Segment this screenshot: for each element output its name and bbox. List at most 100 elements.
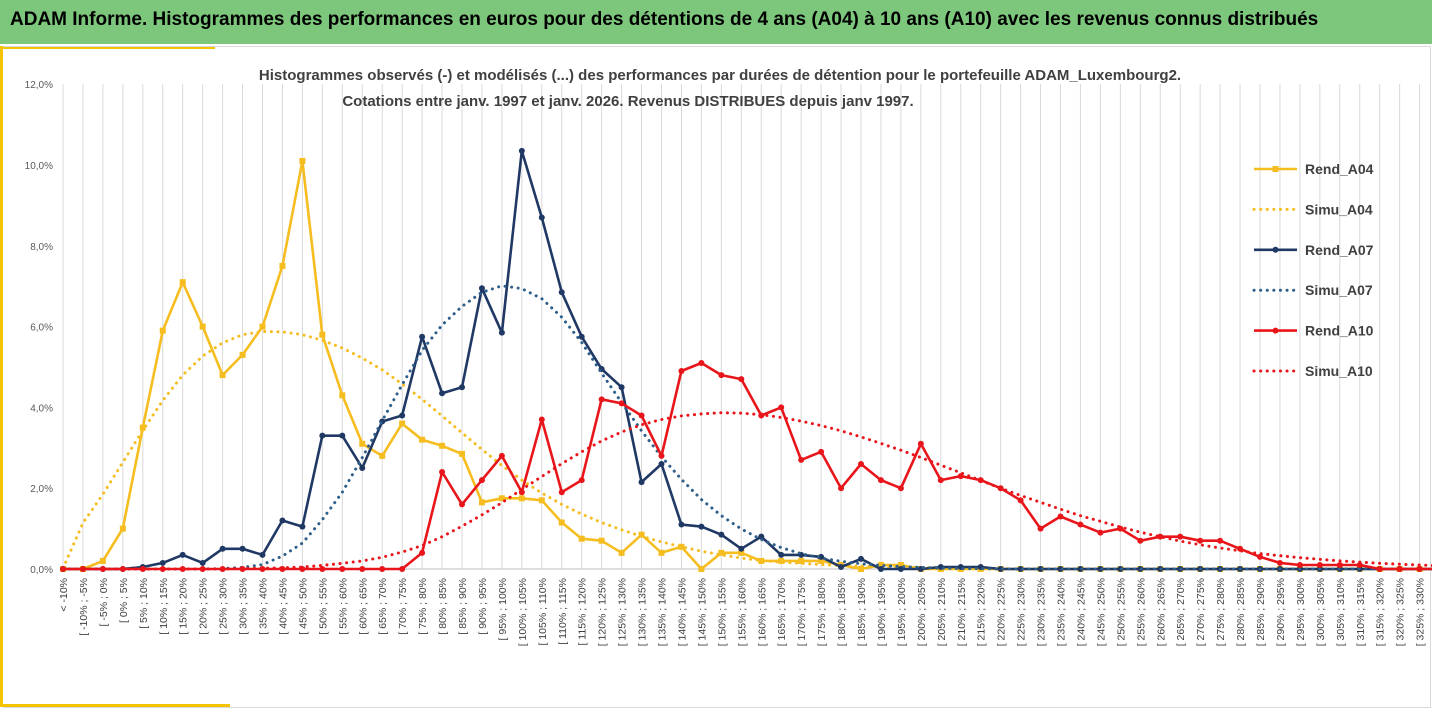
data-point xyxy=(798,557,805,564)
data-point xyxy=(798,456,805,463)
series-line-simu-a07 xyxy=(61,284,1432,571)
data-point xyxy=(578,477,585,484)
y-tick-label: 0,0% xyxy=(30,565,53,576)
data-point xyxy=(897,561,904,568)
data-point xyxy=(538,214,545,221)
x-tick-label: [ 205% ; 210% xyxy=(936,578,948,646)
data-point xyxy=(1137,537,1144,544)
x-tick-label: [ 85% ; 90% xyxy=(457,578,469,635)
x-tick-label: [ 70% ; 75% xyxy=(397,578,409,635)
x-tick-label: [ 320% ; 325% xyxy=(1395,578,1407,646)
x-tick-label: [ -10% ; -5% xyxy=(78,578,90,636)
data-point xyxy=(1077,521,1084,528)
data-point xyxy=(478,477,485,484)
y-tick-label: 6,0% xyxy=(30,323,53,334)
data-point xyxy=(478,285,485,292)
x-tick-label: [ 305% ; 310% xyxy=(1335,578,1347,646)
data-point xyxy=(219,545,226,552)
x-tick-label: [ 145% ; 150% xyxy=(696,578,708,646)
legend-label-simu-a10: Simu_A10 xyxy=(1305,363,1373,379)
data-point xyxy=(518,495,525,502)
data-point xyxy=(478,499,485,506)
data-point xyxy=(678,521,685,528)
data-point xyxy=(99,557,106,564)
series-line-simu-a04 xyxy=(61,329,1432,571)
data-point xyxy=(439,442,446,449)
data-point xyxy=(1177,533,1184,540)
legend-marker xyxy=(1272,166,1279,172)
data-point xyxy=(439,469,446,476)
data-point xyxy=(1376,566,1383,572)
data-point xyxy=(359,566,366,572)
x-tick-label: [ 105% ; 110% xyxy=(537,578,549,646)
axis-layer: 0,0% 2,0% 4,0% 6,0% 8,0% 10,0% 12,0% < -10% [ -1… xyxy=(25,80,1432,646)
x-tick-label: [ 50% ; 55% xyxy=(317,578,329,635)
data-point xyxy=(897,485,904,492)
data-point xyxy=(1416,566,1423,572)
grid-layer xyxy=(62,84,1421,569)
x-tick-label: [ 150% ; 155% xyxy=(716,578,728,646)
data-point xyxy=(558,519,565,526)
x-tick-label: [ 135% ; 140% xyxy=(657,578,669,646)
x-tick-label: [ 20% ; 25% xyxy=(198,578,210,635)
x-tick-label: [ 195% ; 200% xyxy=(896,578,908,646)
data-point xyxy=(698,359,705,366)
data-point xyxy=(1356,561,1363,568)
x-tick-label: [ 250% ; 255% xyxy=(1115,578,1127,646)
x-tick-label: [ 225% ; 230% xyxy=(1016,578,1028,646)
x-tick-label: [ 280% ; 285% xyxy=(1235,578,1247,646)
data-point xyxy=(598,396,605,403)
data-point xyxy=(538,497,545,504)
data-point xyxy=(838,485,845,492)
data-point xyxy=(1037,525,1044,532)
report-banner: ADAM Informe. Histogrammes des performan… xyxy=(0,0,1432,44)
x-tick-label: [ -5% ; 0% xyxy=(98,578,110,626)
data-point xyxy=(419,549,426,556)
x-tick-label: [ 160% ; 165% xyxy=(756,578,768,646)
x-tick-label: [ 255% ; 260% xyxy=(1135,578,1147,646)
data-point xyxy=(159,327,166,334)
data-point xyxy=(498,329,505,336)
data-point xyxy=(1157,533,1164,540)
x-tick-label: [ 75% ; 80% xyxy=(417,578,429,635)
data-point xyxy=(518,147,525,154)
x-tick-label: [ 15% ; 20% xyxy=(178,578,190,635)
x-tick-label: [ 235% ; 240% xyxy=(1056,578,1068,646)
data-point xyxy=(1296,561,1303,568)
x-tick-label: [ 260% ; 265% xyxy=(1155,578,1167,646)
data-point xyxy=(638,412,645,419)
x-tick-label: [ 295% ; 300% xyxy=(1295,578,1307,646)
x-tick-label: [ 290% ; 295% xyxy=(1275,578,1287,646)
data-point xyxy=(239,545,246,552)
x-tick-label: [ 175% ; 180% xyxy=(816,578,828,646)
data-point xyxy=(858,566,864,572)
series-line-simu-a10 xyxy=(61,411,1432,571)
data-point xyxy=(259,323,266,330)
data-point xyxy=(359,465,366,471)
data-point xyxy=(658,549,665,556)
series-line-rend-a04 xyxy=(63,159,1432,571)
y-tick-label: 12,0% xyxy=(25,80,53,91)
data-point xyxy=(199,323,206,330)
data-point xyxy=(738,549,745,556)
x-tick-label: [ 110% ; 115% xyxy=(557,578,569,645)
legend: Rend_A04 Simu_A04 Rend_A07 Simu_A07 Rend_A10… xyxy=(1252,161,1374,379)
x-tick-label: [ 65% ; 70% xyxy=(377,578,389,635)
data-point xyxy=(718,549,725,556)
data-point xyxy=(399,566,406,572)
data-point xyxy=(538,416,545,423)
data-point xyxy=(778,404,785,411)
data-point xyxy=(838,563,845,570)
data-point xyxy=(1336,561,1343,568)
data-point xyxy=(1217,537,1224,544)
x-tick-label: [ 300% ; 305% xyxy=(1315,578,1327,646)
x-tick-label: [ 130% ; 135% xyxy=(637,578,649,646)
data-point xyxy=(459,384,465,391)
x-tick-label: [ 210% ; 215% xyxy=(956,578,968,646)
data-point xyxy=(778,551,785,558)
data-point xyxy=(459,501,465,508)
data-point xyxy=(997,566,1004,572)
series-line-rend-a10 xyxy=(63,361,1432,571)
data-point xyxy=(738,376,745,383)
